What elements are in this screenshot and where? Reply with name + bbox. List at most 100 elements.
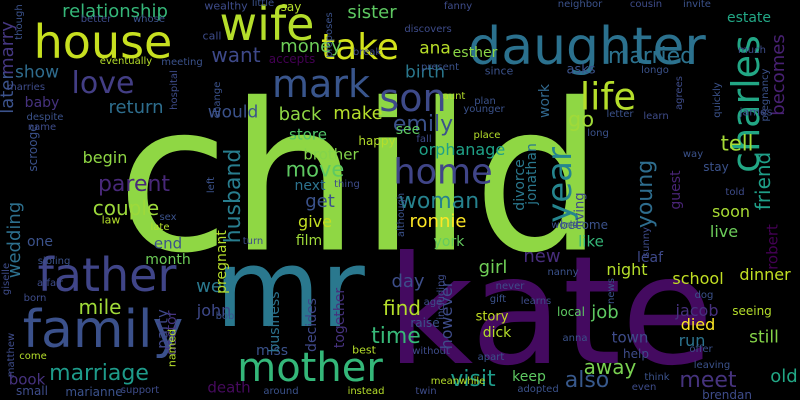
word-instead: instead [347,386,385,397]
word-leaving: leaving [693,360,731,371]
word-discovers: discovers [404,24,452,35]
word-agrees: agrees [674,76,685,110]
word-business: business [267,291,283,353]
word-keep: keep [512,369,546,385]
word-turn: turn [242,236,264,247]
word-story: story [475,309,509,325]
word-get: get [305,191,335,212]
word-better: better [80,14,112,25]
word-love: love [71,66,135,101]
word-law: law [101,213,121,227]
word-without: without [412,346,450,357]
word-ronnie: ronnie [409,211,467,232]
word-want: want [211,43,261,67]
word-daughter: daughter [468,17,706,77]
word-call: call [202,29,222,43]
word-wife: wife [219,0,315,51]
word-miss: miss [255,343,289,359]
word-pregnant: pregnant [214,230,230,294]
word-fanny: fanny [443,1,473,12]
word-night: night [606,260,648,279]
word-find: find [383,296,421,320]
word-learns: learns [520,296,552,307]
word-next: next [294,178,326,194]
word-jacob: jacob [675,301,719,320]
word-take: take [321,27,399,68]
word-offer: offer [689,344,713,355]
word-mr: mr [215,227,365,352]
word-place: place [473,130,501,141]
word-soon: soon [711,202,751,221]
word-back: back [278,104,322,125]
word-school: school [672,269,724,288]
word-marianne: marianne [65,385,123,399]
word-though: though [14,4,25,40]
word-learn: learn [643,111,669,122]
word-meeting: meeting [161,57,203,68]
word-news: news [606,278,617,304]
word-much: much [738,45,766,56]
word-married: married [607,44,695,69]
word-john: john [196,301,232,320]
word-friend: friend [751,151,775,211]
word-neighbor: neighbor [557,0,603,10]
word-orphanage: orphanage [418,140,506,159]
word-make: make [333,103,383,124]
word-ana: ana [419,38,451,59]
word-happy: happy [358,134,396,148]
word-matthew: matthew [6,332,17,378]
word-dog: dog [694,290,714,301]
word-mile: mile [78,295,122,319]
word-think: think [644,372,670,383]
word-leaf: leaf [636,250,664,266]
word-come: come [19,351,47,362]
word-marriage: marriage [49,361,149,386]
word-father: father [37,248,177,302]
word-york: york [433,234,465,250]
word-couple: couple [92,196,160,220]
word-asks: asks [566,62,596,78]
word-new: new [523,246,561,267]
word-wealthy: wealthy [204,0,248,13]
word-invite: invite [683,0,711,10]
word-end: end [153,234,183,253]
word-sister: sister [347,2,397,23]
word-little: little [251,0,275,9]
word-raise: raise [410,316,440,330]
word-robert: robert [763,224,782,270]
word-name: name [27,122,57,133]
word-sibling: sibling [37,256,71,267]
word-gift: gift [489,294,507,305]
word-guest: guest [668,170,684,210]
word-away: away [583,355,637,379]
word-see: see [395,122,421,138]
word-longo: longo [641,65,669,76]
word-stay: stay [703,160,729,174]
word-long: long [587,128,609,139]
word-sex: sex [159,212,177,223]
word-son: son [379,76,447,120]
word-younger: younger [463,104,505,115]
word-seeing: seeing [732,304,772,318]
word-become: become [559,218,609,232]
word-small: small [16,384,48,398]
word-dinner: dinner [739,265,791,284]
word-day: day [391,271,425,292]
word-never: never [495,281,525,292]
word-giselle: giselle [1,262,12,296]
word-work: work [537,84,553,118]
word-jonathan: jonathan [524,143,540,205]
word-twin: twin [415,386,437,397]
word-since: since [484,64,514,78]
word-book: book [8,370,46,389]
word-brendan: brendan [702,388,752,400]
word-apart: apart [477,352,505,363]
word-month: month [145,252,191,268]
word-becomes: becomes [768,34,789,116]
word-decides: decides [304,298,320,352]
word-give: give [298,212,332,231]
word-affair: affair [36,278,64,289]
word-store: store [289,125,327,144]
word-still: still [749,327,779,348]
